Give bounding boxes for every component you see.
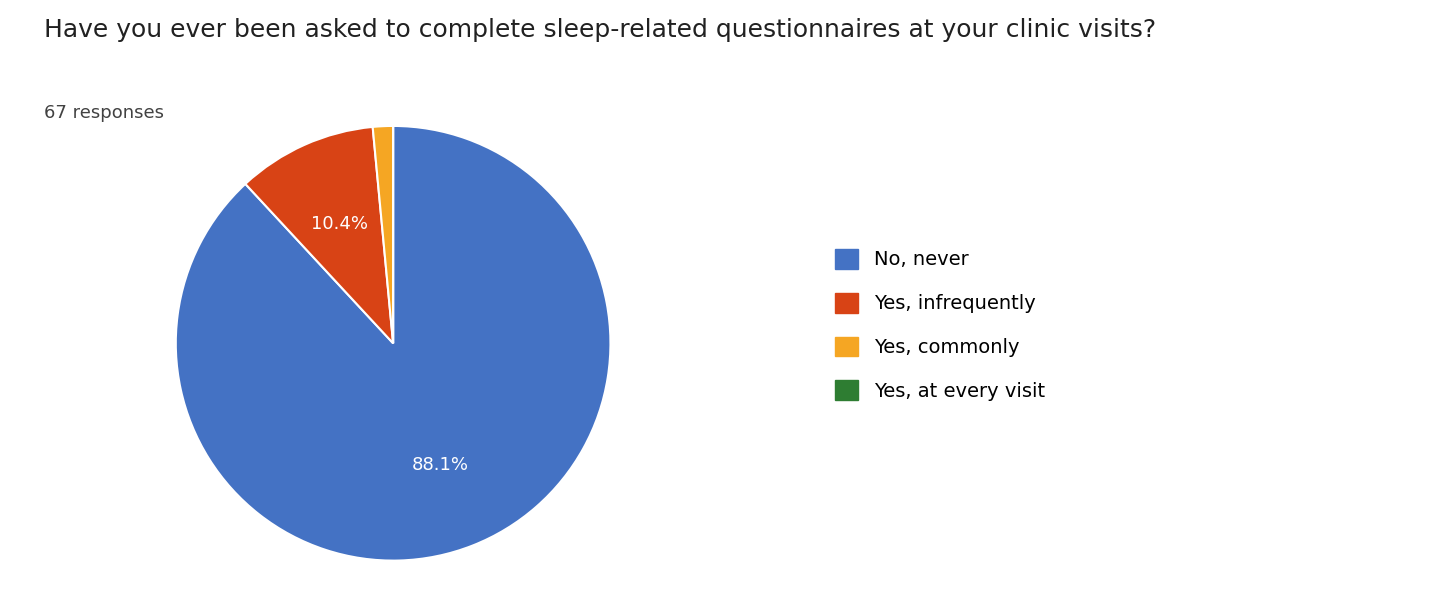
Text: Have you ever been asked to complete sleep-related questionnaires at your clinic: Have you ever been asked to complete sle… xyxy=(44,18,1156,42)
Wedge shape xyxy=(176,126,610,561)
Text: 67 responses: 67 responses xyxy=(44,104,163,122)
Legend: No, never, Yes, infrequently, Yes, commonly, Yes, at every visit: No, never, Yes, infrequently, Yes, commo… xyxy=(826,239,1054,411)
Wedge shape xyxy=(246,127,393,343)
Text: 88.1%: 88.1% xyxy=(412,455,469,474)
Wedge shape xyxy=(373,126,393,343)
Text: 10.4%: 10.4% xyxy=(312,215,368,234)
